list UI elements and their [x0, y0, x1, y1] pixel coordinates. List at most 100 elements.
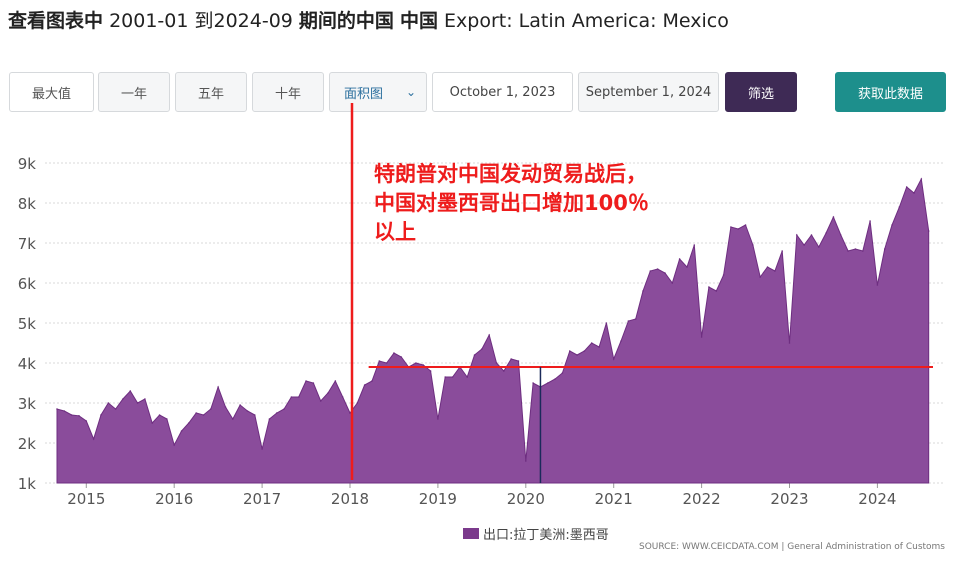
legend-swatch — [463, 528, 479, 539]
data-point — [561, 372, 564, 374]
data-point — [744, 224, 747, 226]
data-point — [180, 430, 183, 432]
data-point — [151, 422, 154, 424]
one-year-button[interactable]: 一年 — [98, 72, 170, 112]
data-point — [473, 354, 476, 356]
source-note: SOURCE: WWW.CEICDATA.COM | General Admin… — [638, 542, 945, 552]
data-point — [378, 360, 381, 362]
data-point — [737, 228, 740, 230]
data-point — [385, 362, 388, 364]
data-point — [85, 420, 88, 422]
data-point — [129, 390, 132, 392]
data-point — [268, 418, 271, 420]
annotation-text: 特朗普对中国发动贸易战后， 中国对墨西哥出口增加100％ 以上 — [374, 160, 649, 247]
data-point — [920, 178, 923, 180]
data-point — [63, 410, 66, 412]
data-point — [568, 350, 571, 352]
y-tick-label: 3k — [18, 395, 37, 413]
data-point — [913, 192, 915, 194]
data-point — [224, 406, 227, 408]
data-point — [883, 248, 886, 250]
data-point — [532, 382, 534, 384]
data-point — [422, 364, 425, 366]
chart-type-select[interactable]: 面积图 ⌄ — [329, 72, 427, 112]
data-point — [583, 350, 586, 352]
data-point — [283, 408, 285, 410]
annotation-line-3: 以上 — [374, 220, 416, 244]
data-point — [253, 414, 256, 416]
data-point — [334, 380, 337, 382]
get-data-button[interactable]: 获取此数据 — [835, 72, 946, 112]
max-range-button[interactable]: 最大值 — [9, 72, 94, 112]
data-point — [781, 250, 783, 252]
start-date-input[interactable]: October 1, 2023 — [432, 72, 573, 112]
title-country: 中国 — [399, 10, 438, 32]
data-point — [166, 418, 168, 420]
y-tick-label: 8k — [18, 195, 37, 213]
y-tick-label: 5k — [18, 315, 37, 333]
data-point — [759, 276, 761, 278]
data-point — [664, 272, 666, 274]
filter-button[interactable]: 筛选 — [725, 72, 797, 112]
x-tick-label: 2019 — [419, 490, 457, 508]
chart-legend[interactable]: 出口:拉丁美洲:墨西哥 — [463, 524, 609, 543]
data-point — [722, 274, 725, 276]
data-point — [195, 412, 197, 414]
data-point — [437, 418, 439, 420]
data-point — [202, 414, 205, 416]
data-point — [832, 216, 835, 218]
data-point — [774, 270, 776, 272]
data-point — [839, 234, 842, 236]
x-tick-label: 2023 — [770, 490, 808, 508]
data-point — [612, 358, 615, 360]
title-middle: 期间的中国 — [298, 10, 394, 32]
data-point — [656, 268, 659, 270]
data-point — [217, 386, 219, 388]
y-tick-label: 4k — [18, 355, 37, 373]
data-point — [56, 408, 58, 410]
data-point — [627, 320, 630, 322]
data-point — [854, 248, 857, 250]
data-point — [847, 250, 849, 252]
data-point — [898, 206, 901, 208]
chevron-down-icon: ⌄ — [405, 85, 416, 99]
data-point — [210, 408, 212, 410]
data-point — [232, 418, 234, 420]
data-point — [239, 404, 241, 406]
data-point — [371, 380, 373, 382]
data-point — [730, 226, 732, 228]
data-point — [495, 362, 498, 364]
data-point — [188, 422, 190, 424]
five-year-button[interactable]: 五年 — [175, 72, 247, 112]
data-point — [590, 342, 593, 344]
x-axis: 2015 2016 2017 2018 2019 2020 2021 2022 2023 2024 — [67, 483, 896, 508]
data-point — [415, 362, 417, 364]
data-point — [363, 384, 366, 386]
data-point — [525, 460, 527, 462]
chart-type-label: 面积图 — [344, 86, 384, 102]
data-point — [671, 282, 674, 284]
data-point — [327, 392, 329, 394]
data-point — [305, 380, 307, 382]
data-point — [546, 382, 549, 384]
x-tick-label: 2017 — [243, 490, 281, 508]
x-tick-label: 2016 — [155, 490, 193, 508]
data-point — [708, 286, 710, 288]
ten-year-button[interactable]: 十年 — [252, 72, 324, 112]
title-prefix: 查看图表中 — [8, 10, 104, 32]
data-point — [290, 396, 293, 398]
y-tick-label: 1k — [18, 475, 37, 493]
data-point — [869, 220, 871, 222]
data-point — [114, 408, 117, 410]
annotation-line-1: 特朗普对中国发动贸易战后， — [374, 162, 647, 186]
data-point — [715, 290, 718, 292]
data-point — [891, 224, 893, 226]
data-point — [122, 398, 124, 400]
end-date-input[interactable]: September 1, 2024 — [578, 72, 719, 112]
data-point — [488, 334, 490, 336]
data-point — [429, 370, 432, 372]
data-point — [78, 415, 80, 417]
data-point — [275, 412, 278, 414]
data-point — [70, 414, 73, 416]
